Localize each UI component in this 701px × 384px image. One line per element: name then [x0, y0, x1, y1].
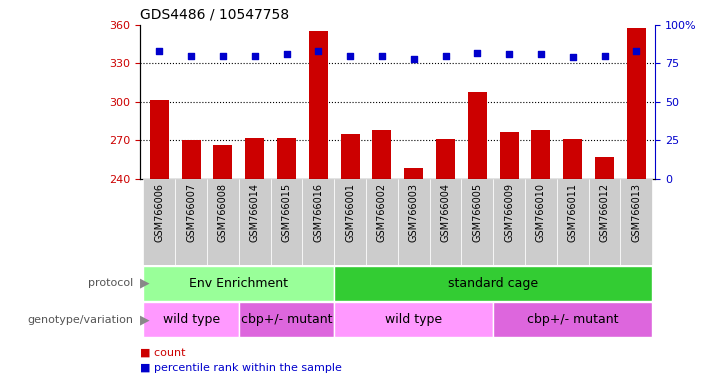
- Text: GSM766007: GSM766007: [186, 183, 196, 242]
- Point: [376, 53, 388, 59]
- Point: [313, 48, 324, 54]
- Point: [440, 53, 451, 59]
- Text: GDS4486 / 10547758: GDS4486 / 10547758: [140, 7, 290, 21]
- Bar: [436, 139, 455, 179]
- Text: wild type: wild type: [385, 313, 442, 326]
- Bar: [334, 179, 366, 265]
- Point: [186, 53, 197, 59]
- Bar: [341, 134, 360, 179]
- Text: GSM766004: GSM766004: [440, 183, 451, 242]
- Text: ▶: ▶: [140, 313, 150, 326]
- Bar: [525, 179, 557, 265]
- Text: ■ percentile rank within the sample: ■ percentile rank within the sample: [140, 362, 342, 372]
- Text: GSM766014: GSM766014: [250, 183, 259, 242]
- Bar: [334, 266, 652, 301]
- Bar: [461, 179, 494, 265]
- Point: [154, 48, 165, 54]
- Bar: [531, 130, 550, 179]
- Bar: [468, 91, 487, 179]
- Bar: [271, 179, 302, 265]
- Bar: [500, 132, 519, 179]
- Point: [472, 50, 483, 56]
- Bar: [207, 179, 239, 265]
- Point: [249, 53, 260, 59]
- Bar: [494, 179, 525, 265]
- Bar: [175, 179, 207, 265]
- Bar: [372, 130, 391, 179]
- Text: GSM766005: GSM766005: [472, 183, 482, 242]
- Bar: [239, 302, 334, 337]
- Bar: [627, 28, 646, 179]
- Point: [567, 54, 578, 60]
- Text: GSM766002: GSM766002: [377, 183, 387, 242]
- Text: standard cage: standard cage: [448, 277, 538, 290]
- Text: GSM766010: GSM766010: [536, 183, 546, 242]
- Text: ■ count: ■ count: [140, 347, 186, 357]
- Text: GSM766011: GSM766011: [568, 183, 578, 242]
- Text: GSM766008: GSM766008: [218, 183, 228, 242]
- Text: GSM766009: GSM766009: [504, 183, 514, 242]
- Bar: [563, 139, 583, 179]
- Bar: [308, 31, 328, 179]
- Text: GSM766013: GSM766013: [632, 183, 641, 242]
- Bar: [595, 157, 614, 179]
- Text: Env Enrichment: Env Enrichment: [189, 277, 288, 290]
- Bar: [213, 145, 233, 179]
- Bar: [144, 266, 334, 301]
- Bar: [144, 302, 239, 337]
- Bar: [245, 137, 264, 179]
- Bar: [430, 179, 461, 265]
- Text: GSM766006: GSM766006: [154, 183, 164, 242]
- Text: ▶: ▶: [140, 277, 150, 290]
- Text: protocol: protocol: [88, 278, 133, 288]
- Point: [536, 51, 547, 57]
- Text: GSM766003: GSM766003: [409, 183, 418, 242]
- Bar: [398, 179, 430, 265]
- Text: GSM766001: GSM766001: [345, 183, 355, 242]
- Bar: [620, 179, 652, 265]
- Bar: [557, 179, 589, 265]
- Point: [344, 53, 355, 59]
- Bar: [366, 179, 398, 265]
- Bar: [334, 302, 494, 337]
- Point: [599, 53, 610, 59]
- Point: [503, 51, 515, 57]
- Bar: [277, 137, 296, 179]
- Text: cbp+/- mutant: cbp+/- mutant: [240, 313, 332, 326]
- Bar: [404, 168, 423, 179]
- Text: GSM766015: GSM766015: [282, 183, 292, 242]
- Bar: [589, 179, 620, 265]
- Text: genotype/variation: genotype/variation: [27, 314, 133, 325]
- Point: [281, 51, 292, 57]
- Text: GSM766016: GSM766016: [313, 183, 323, 242]
- Bar: [144, 179, 175, 265]
- Bar: [182, 140, 200, 179]
- Point: [217, 53, 229, 59]
- Bar: [239, 179, 271, 265]
- Bar: [494, 302, 652, 337]
- Point: [631, 48, 642, 54]
- Point: [408, 56, 419, 62]
- Bar: [150, 101, 169, 179]
- Text: GSM766012: GSM766012: [599, 183, 610, 242]
- Bar: [302, 179, 334, 265]
- Text: wild type: wild type: [163, 313, 219, 326]
- Text: cbp+/- mutant: cbp+/- mutant: [527, 313, 618, 326]
